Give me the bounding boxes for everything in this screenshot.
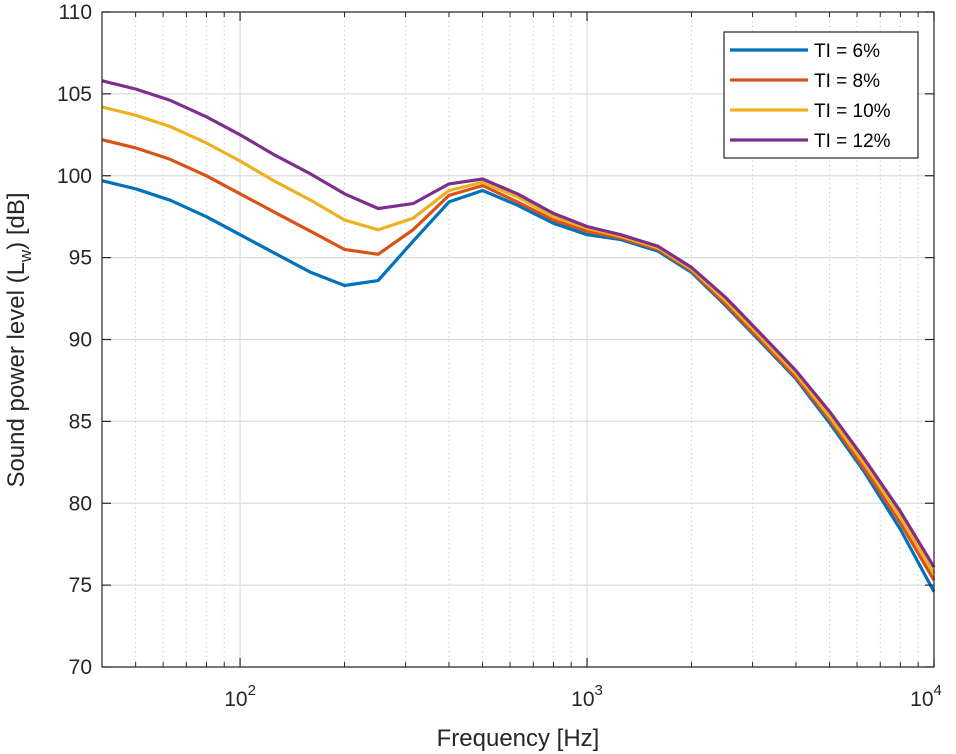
- x-tick-exponent: 2: [248, 682, 256, 699]
- x-axis-label: Frequency [Hz]: [437, 725, 600, 752]
- y-tick-labels: 70 75 80 85 90 95 100 105 110: [57, 1, 92, 679]
- legend-label-1: TI = 6%: [814, 41, 880, 62]
- y-tick-label: 85: [69, 410, 92, 433]
- y-tick-label: 105: [57, 83, 92, 106]
- x-tick-base: 10: [910, 688, 933, 711]
- series-line-4: [101, 79, 936, 568]
- x-tick-exponent: 3: [595, 682, 603, 699]
- x-tick-exponent: 4: [934, 682, 942, 699]
- y-tick-label: 90: [69, 329, 92, 352]
- x-tick-base: 10: [224, 688, 247, 711]
- x-tick-labels: 102 103 104: [224, 682, 942, 711]
- y-tick-label: 75: [69, 574, 92, 597]
- y-tick-label: 70: [69, 656, 92, 679]
- x-tick-label: 102: [224, 682, 256, 711]
- y-tick-label: 80: [69, 492, 92, 515]
- y-axis-label: Sound power level (Lw) [dB]: [3, 192, 35, 487]
- y-tick-label: 100: [57, 165, 92, 188]
- tick-marks: [101, 11, 935, 668]
- y-tick-label: 110: [59, 1, 92, 24]
- y-tick-label: 95: [69, 247, 92, 270]
- x-tick-base: 10: [571, 688, 594, 711]
- legend-label-3: TI = 10%: [814, 101, 891, 122]
- legend-label-2: TI = 8%: [814, 71, 880, 92]
- series-line-2: [101, 138, 936, 582]
- series-lines: [101, 79, 936, 593]
- legend-box: [723, 31, 919, 159]
- legend-label-4: TI = 12%: [814, 131, 891, 152]
- series-line-3: [101, 105, 936, 575]
- x-tick-label: 104: [910, 682, 942, 711]
- legend: TI = 6% TI = 8% TI = 10% TI = 12%: [723, 31, 919, 159]
- x-tick-label: 103: [571, 682, 603, 711]
